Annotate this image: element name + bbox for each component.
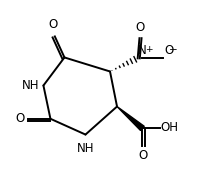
Text: N: N <box>138 44 147 57</box>
Text: O: O <box>139 149 148 162</box>
Text: NH: NH <box>77 142 94 155</box>
Text: +: + <box>145 46 153 54</box>
Text: O: O <box>135 21 144 34</box>
Text: O: O <box>16 112 25 125</box>
Polygon shape <box>117 106 144 130</box>
Text: −: − <box>169 45 178 55</box>
Text: O: O <box>164 44 174 57</box>
Text: NH: NH <box>21 79 39 92</box>
Text: OH: OH <box>161 121 179 134</box>
Text: O: O <box>48 18 58 31</box>
